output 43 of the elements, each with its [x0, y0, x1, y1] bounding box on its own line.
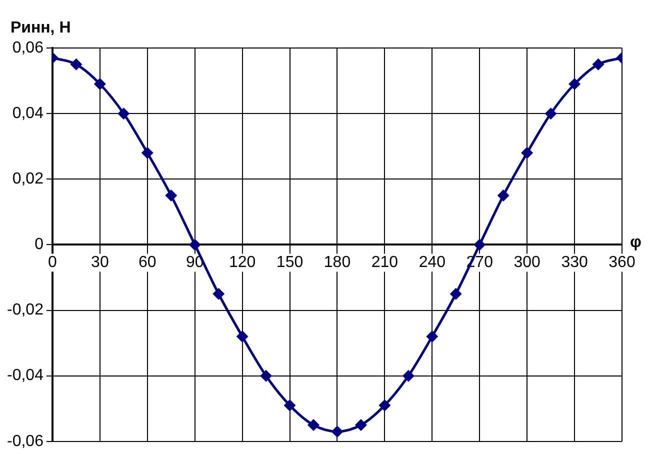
x-tick-label: 60	[138, 254, 156, 272]
point	[568, 78, 581, 90]
point	[212, 288, 225, 300]
x-tick-label: 240	[418, 254, 446, 272]
point	[236, 330, 248, 342]
point	[331, 426, 344, 438]
point	[70, 58, 82, 70]
x-axis-title: φ	[630, 234, 642, 252]
y-tick-label: 0	[34, 236, 44, 254]
x-tick-label: 360	[608, 254, 636, 272]
x-tick-label: 300	[514, 254, 541, 272]
y-tick-label: 0,02	[12, 170, 44, 188]
y-tick-label: 0,04	[12, 104, 44, 122]
point	[450, 288, 462, 300]
y-tick-label: 0,06	[12, 39, 44, 56]
x-tick-label: 120	[228, 254, 256, 272]
point	[188, 238, 201, 251]
point	[165, 190, 178, 202]
point	[592, 58, 604, 70]
point	[521, 146, 534, 159]
x-tick-label: 210	[371, 254, 398, 272]
point	[354, 419, 367, 432]
point	[118, 108, 130, 120]
y-tick-label: -0,06	[7, 432, 44, 450]
point	[426, 330, 438, 342]
y-axis-title: Ринн, Н	[10, 19, 71, 36]
point	[497, 190, 510, 202]
x-tick-label: 150	[276, 254, 304, 272]
point	[544, 108, 557, 120]
point	[402, 370, 414, 382]
point	[260, 370, 272, 382]
x-tick-label: 330	[561, 254, 588, 272]
x-tick-label: 180	[324, 254, 351, 272]
point	[308, 419, 320, 432]
x-tick-label: 30	[91, 254, 109, 272]
point	[141, 146, 154, 159]
y-tick-label: -0,02	[7, 302, 44, 319]
point	[94, 78, 106, 90]
point	[474, 238, 486, 251]
point	[378, 399, 391, 412]
x-tick-label: 0	[48, 254, 58, 272]
y-tick-label: -0,04	[7, 367, 44, 384]
point	[284, 399, 296, 412]
